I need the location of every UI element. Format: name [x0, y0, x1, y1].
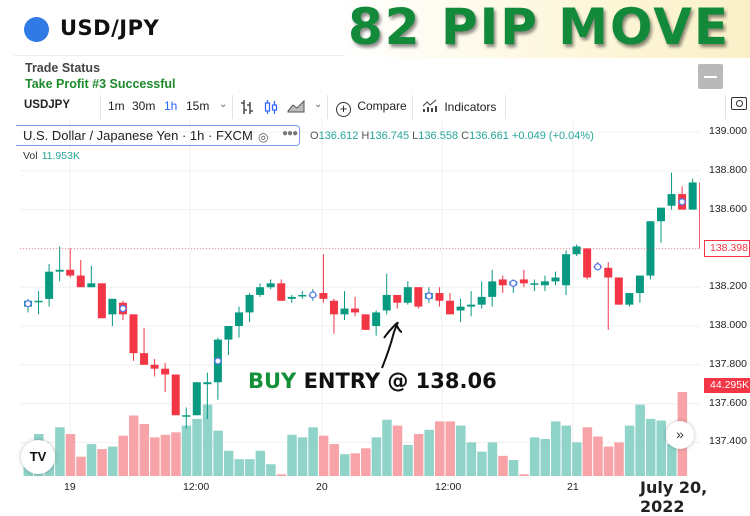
area-style-button[interactable]: [287, 99, 305, 116]
header-banner: [0, 0, 750, 58]
indicators-button[interactable]: Indicators: [422, 99, 496, 114]
price-tick: 139.000: [709, 125, 747, 137]
pair-dot-icon: [24, 17, 49, 42]
chevron-down-icon[interactable]: ⌄: [219, 99, 228, 110]
more-icon[interactable]: ●●●: [282, 128, 298, 139]
chart-toolbar: USDJPY 1m 30m 1h 15m ⌄ ⌄ + Compare Indic…: [0, 93, 750, 121]
hand-drawn-arrow-icon: [381, 321, 403, 369]
toolbar-divider: [100, 95, 101, 119]
price-tick: 137.600: [709, 396, 747, 409]
candlestick-chart[interactable]: [20, 120, 700, 476]
pip-move-headline: 82 PIP MOVE: [348, 0, 731, 56]
bars-icon: [241, 100, 253, 114]
time-label: 20: [316, 481, 328, 493]
compare-button[interactable]: + Compare: [336, 99, 407, 117]
indicators-icon: [422, 99, 437, 112]
toolbar-divider: [327, 95, 328, 119]
camera-icon[interactable]: [731, 97, 747, 110]
minimize-button[interactable]: [698, 64, 723, 89]
double-chevron-right-icon: »: [676, 426, 684, 442]
price-tick: 138.200: [709, 280, 747, 293]
tradingview-logo[interactable]: TV: [21, 440, 55, 474]
price-tick: 138.600: [709, 202, 747, 215]
indicators-label: Indicators: [444, 100, 497, 114]
date-stamp: July 20, 2022: [640, 478, 708, 516]
compare-label: Compare: [357, 99, 407, 113]
plus-circle-icon: +: [336, 102, 351, 117]
toolbar-divider: [232, 95, 233, 119]
trade-status-label: Trade Status: [25, 61, 101, 75]
ohlc-values: O136.612 H136.745 L136.558 C136.661 +0.0…: [310, 130, 594, 142]
time-label: 19: [64, 481, 76, 493]
interval-1m[interactable]: 1m: [108, 99, 125, 113]
buy-entry-annotation: BUY ENTRY @ 138.06: [248, 369, 497, 393]
change-value: +0.049 (+0.04%): [511, 130, 594, 142]
toolbar-divider: [505, 95, 506, 119]
area-chart-icon: [287, 99, 305, 113]
last-price-tag: 138.398: [704, 240, 750, 257]
time-label: 12:00: [183, 481, 210, 493]
eye-icon[interactable]: ◎: [258, 130, 269, 144]
trade-status-value: Take Profit #3 Successful: [25, 77, 176, 91]
scroll-forward-button[interactable]: »: [666, 421, 694, 449]
time-label: 21: [567, 481, 579, 493]
toolbar-divider: [725, 95, 726, 119]
volume-legend: Vol 11.953K: [23, 150, 80, 162]
chevron-down-icon[interactable]: ⌄: [314, 99, 323, 110]
interval-30m[interactable]: 30m: [132, 99, 156, 113]
price-tick: 138.000: [709, 319, 747, 331]
last-volume-tag: 44.295K: [704, 378, 750, 393]
price-tick: 137.400: [709, 435, 747, 448]
symbol-search-button[interactable]: USDJPY: [24, 99, 71, 111]
bars-style-button[interactable]: [240, 99, 254, 118]
price-tick: 138.800: [709, 163, 747, 176]
interval-15m[interactable]: 15m: [186, 99, 210, 113]
price-tick: 137.800: [709, 357, 747, 370]
header-divider: [14, 55, 344, 56]
legend-box[interactable]: [16, 125, 300, 146]
interval-1h[interactable]: 1h: [164, 99, 178, 113]
pair-title: USD/JPY: [60, 16, 160, 40]
legend-title: U.S. Dollar / Japanese Yen · 1h · FXCM: [23, 128, 253, 143]
time-label: 12:00: [435, 481, 462, 493]
toolbar-divider: [412, 95, 413, 119]
candles-icon: [264, 100, 278, 114]
candles-style-button[interactable]: [264, 99, 278, 118]
